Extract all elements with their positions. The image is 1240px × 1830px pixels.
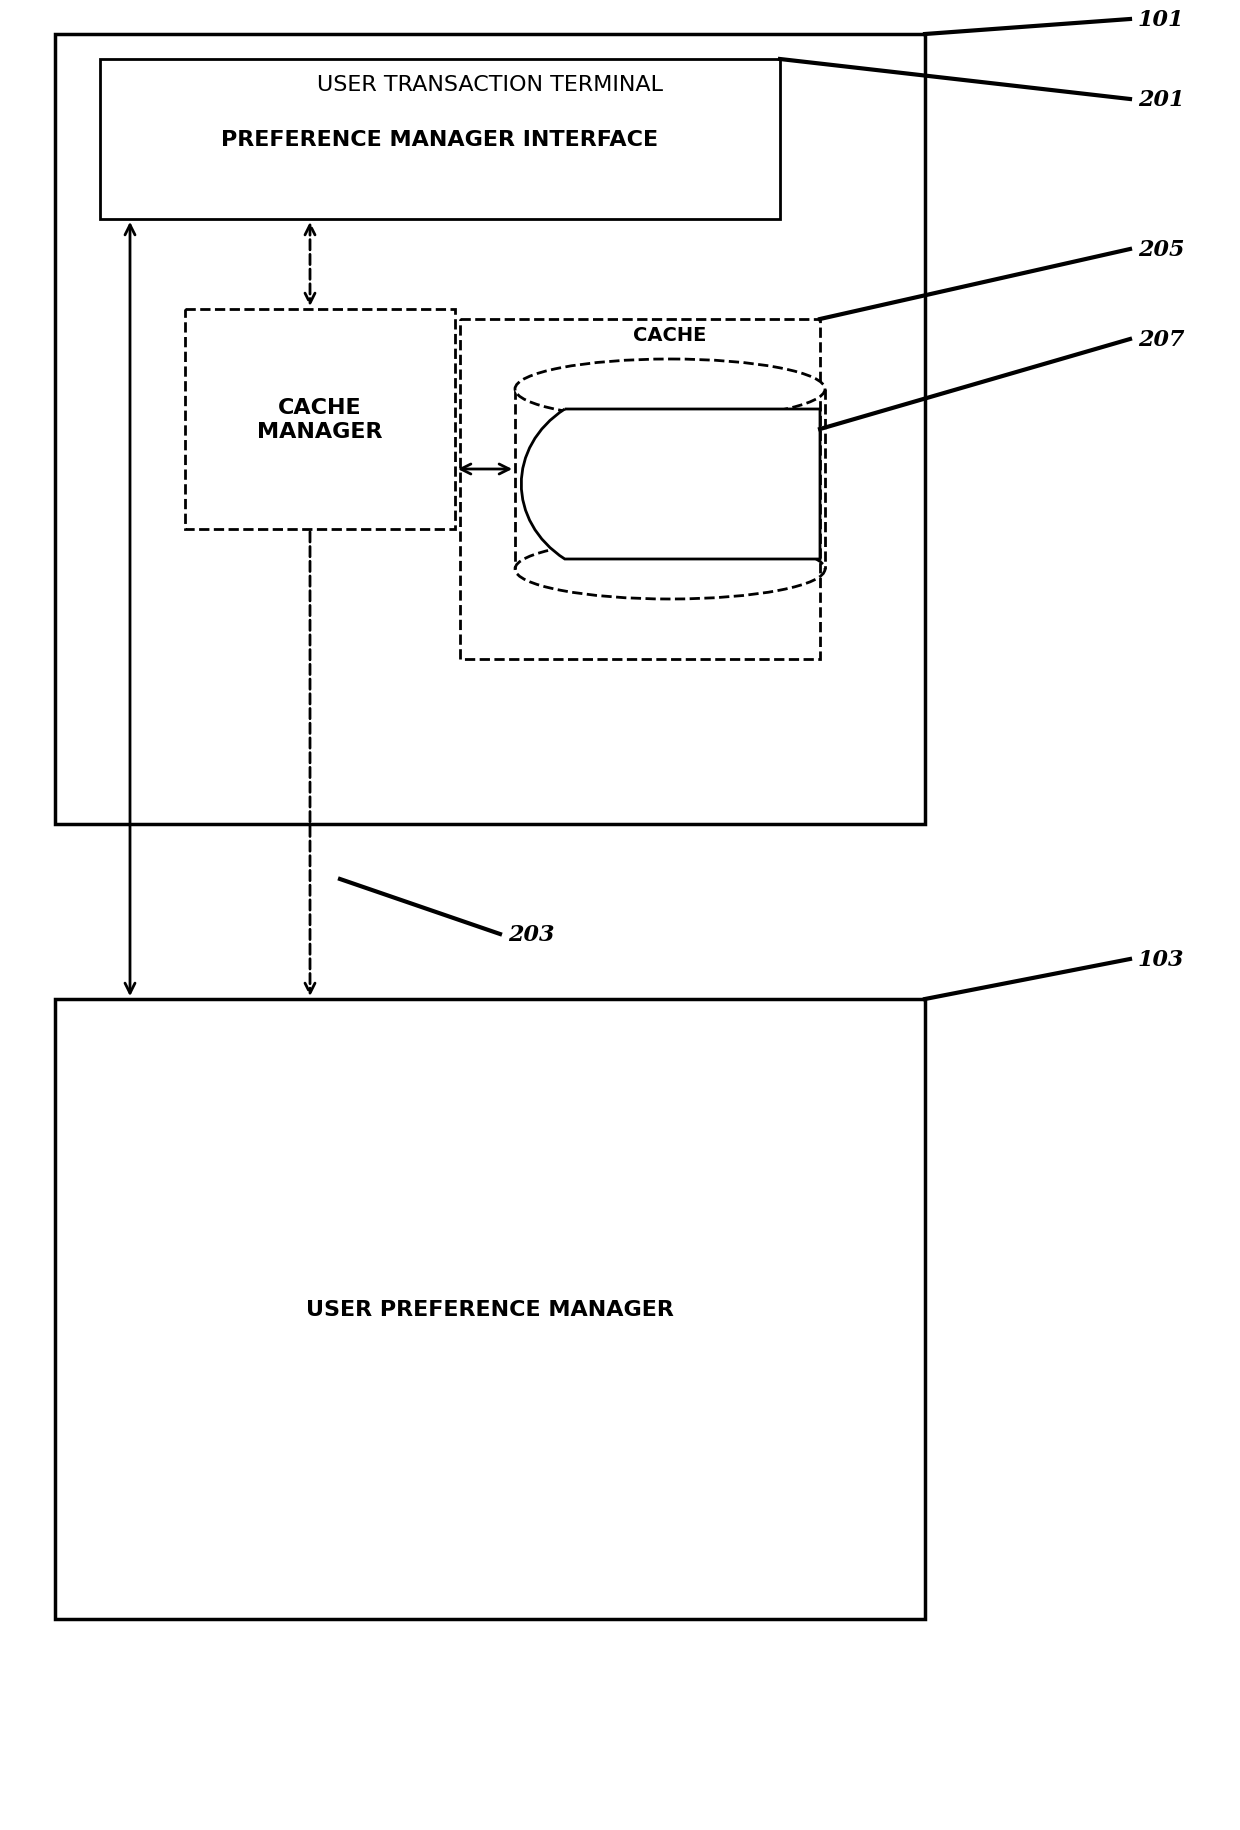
Bar (460, 320, 820, 659)
Bar (100, 60, 780, 220)
Text: CACHE: CACHE (634, 326, 707, 344)
Text: 205: 205 (1138, 240, 1184, 262)
Text: PREFERENCE MANAGER INTERFACE: PREFERENCE MANAGER INTERFACE (222, 130, 658, 150)
Text: 207: 207 (1138, 329, 1184, 351)
Text: USER
PREFERENCE
PROFILE: USER PREFERENCE PROFILE (615, 465, 745, 525)
Bar (55, 35, 925, 825)
Text: USER TRANSACTION TERMINAL: USER TRANSACTION TERMINAL (317, 75, 663, 95)
Text: 101: 101 (1138, 9, 1184, 31)
Text: 203: 203 (508, 924, 554, 946)
Bar (185, 309, 455, 529)
Text: USER PREFERENCE MANAGER: USER PREFERENCE MANAGER (306, 1299, 673, 1319)
Bar (55, 999, 925, 1620)
Text: 201: 201 (1138, 90, 1184, 112)
PathPatch shape (521, 410, 820, 560)
Ellipse shape (515, 361, 825, 419)
Text: 103: 103 (1138, 948, 1184, 970)
Text: CACHE
MANAGER: CACHE MANAGER (257, 399, 383, 441)
